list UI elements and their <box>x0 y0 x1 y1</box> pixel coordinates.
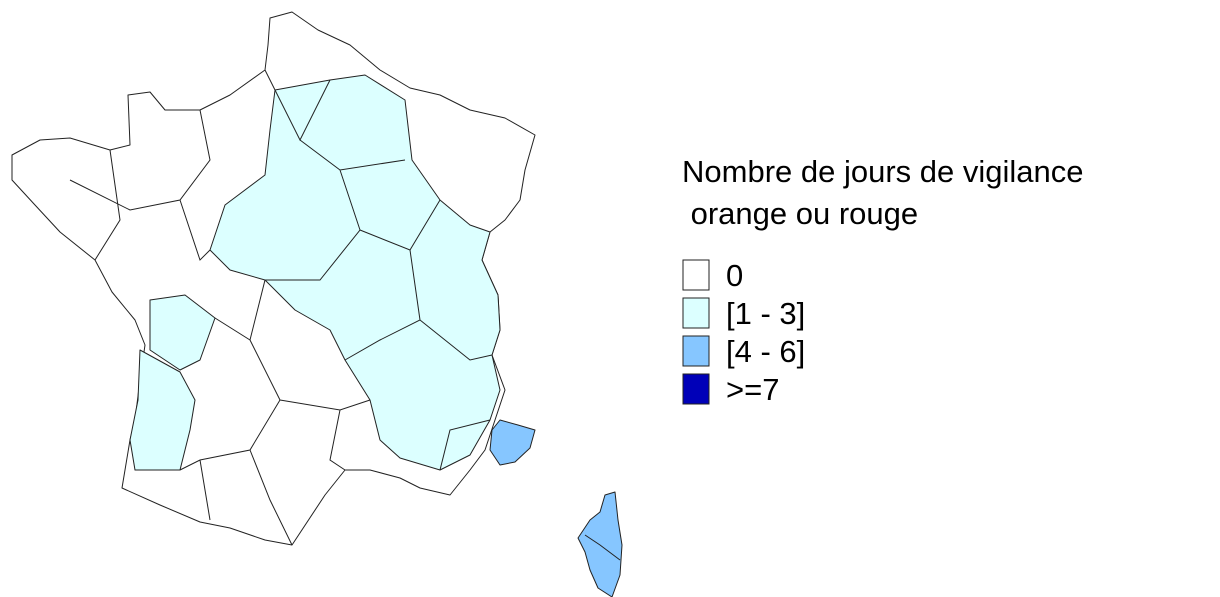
department-group <box>149 294 216 371</box>
legend-swatch <box>682 297 710 329</box>
legend-label: 0 <box>726 258 743 293</box>
legend-label: [1 - 3] <box>726 296 805 331</box>
legend-swatch <box>682 335 710 367</box>
department-border <box>584 534 621 561</box>
legend-label: [4 - 6] <box>726 334 805 369</box>
department-group <box>209 74 501 471</box>
legend-label: >=7 <box>726 372 779 407</box>
legend-swatch <box>682 259 710 291</box>
department-borders <box>69 69 493 546</box>
map <box>11 11 623 597</box>
legend: Nombre de jours de vigilance orange ou r… <box>682 154 1084 407</box>
legend-swatch <box>682 373 710 405</box>
legend-title: orange ou rouge <box>682 196 918 231</box>
legend-title: Nombre de jours de vigilance <box>682 154 1084 189</box>
department <box>489 419 536 466</box>
